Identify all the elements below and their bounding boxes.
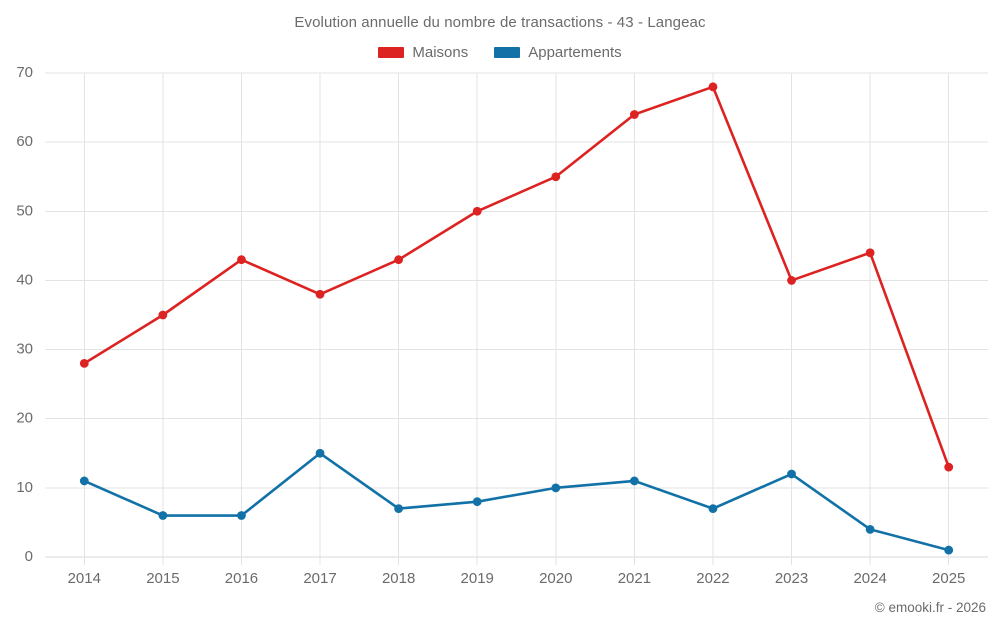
- data-point-appartements-2019: [472, 497, 482, 507]
- data-point-appartements-2016: [237, 511, 246, 520]
- x-axis-tick-label: 2023: [775, 570, 808, 587]
- data-point-maisons-2018: [394, 255, 404, 265]
- legend-swatch-appartements: [494, 47, 521, 58]
- data-point-appartements-2023: [787, 469, 796, 479]
- data-point-appartements-2025: [944, 545, 954, 555]
- data-point-maisons-2024: [865, 248, 875, 258]
- data-point-maisons-2025: [944, 462, 954, 472]
- x-axis-tick-labels: 2014 2015 2016 2017 2018 2019 2020 2021 2022 2023…: [68, 570, 966, 587]
- data-point-appartements-2014: [79, 476, 89, 486]
- copyright-credit: © emooki.fr - 2026: [874, 600, 986, 615]
- data-series-layer: [79, 82, 954, 555]
- y-axis-tick-label: 0: [25, 548, 33, 565]
- x-axis-tick-label: 2014: [68, 570, 101, 587]
- y-axis-tick-label: 60: [16, 133, 33, 150]
- x-axis-tick-label: 2021: [618, 570, 651, 587]
- data-point-maisons-2017: [315, 289, 325, 299]
- data-point-appartements-2015: [158, 511, 168, 520]
- legend-item-maisons[interactable]: Maisons: [378, 44, 468, 61]
- x-axis-tick-label: 2020: [539, 570, 572, 587]
- chart-title: Evolution annuelle du nombre de transact…: [294, 14, 706, 31]
- series-line-appartements: [82, 451, 951, 552]
- x-axis-tick-label: 2018: [382, 570, 415, 587]
- legend-swatch-maisons: [378, 47, 405, 58]
- y-axis-tick-label: 50: [16, 202, 33, 219]
- x-axis-tick-label: 2017: [303, 570, 336, 587]
- data-point-maisons-2022: [708, 82, 718, 92]
- x-axis-tick-label: 2015: [146, 570, 179, 587]
- legend-label-appartements: Appartements: [528, 44, 622, 61]
- data-point-appartements-2022: [708, 504, 718, 513]
- x-axis-tick-label: 2024: [853, 570, 886, 587]
- data-point-maisons-2014: [79, 359, 89, 368]
- data-point-appartements-2021: [629, 476, 639, 486]
- y-axis-tick-label: 30: [16, 341, 33, 358]
- x-axis-tick-label: 2022: [696, 570, 729, 587]
- x-axis-tick-label: 2016: [225, 570, 258, 587]
- grid-lines: [45, 72, 988, 565]
- legend-item-appartements[interactable]: Appartements: [494, 44, 622, 61]
- data-point-maisons-2021: [629, 110, 639, 119]
- data-point-maisons-2019: [472, 206, 482, 216]
- chart-legend: Maisons Appartements: [0, 44, 1000, 61]
- y-axis-tick-label: 10: [16, 479, 33, 496]
- data-point-appartements-2018: [394, 504, 404, 513]
- data-point-maisons-2015: [158, 310, 168, 320]
- data-point-appartements-2017: [315, 448, 325, 458]
- data-point-maisons-2020: [551, 172, 561, 182]
- y-axis-tick-label: 20: [16, 410, 33, 427]
- data-point-maisons-2023: [787, 276, 796, 285]
- data-point-appartements-2020: [551, 483, 561, 493]
- y-axis-tick-label: 40: [16, 271, 33, 288]
- y-axis-tick-label: 70: [16, 64, 33, 81]
- data-point-maisons-2016: [237, 255, 246, 265]
- x-axis-tick-label: 2019: [461, 570, 494, 587]
- x-axis-tick-label: 2025: [932, 570, 965, 587]
- y-axis-tick-labels: 0 10 20 30 40 50 60 70: [16, 64, 33, 565]
- legend-label-maisons: Maisons: [412, 44, 469, 61]
- series-line-maisons: [82, 85, 951, 469]
- data-point-appartements-2024: [865, 524, 875, 534]
